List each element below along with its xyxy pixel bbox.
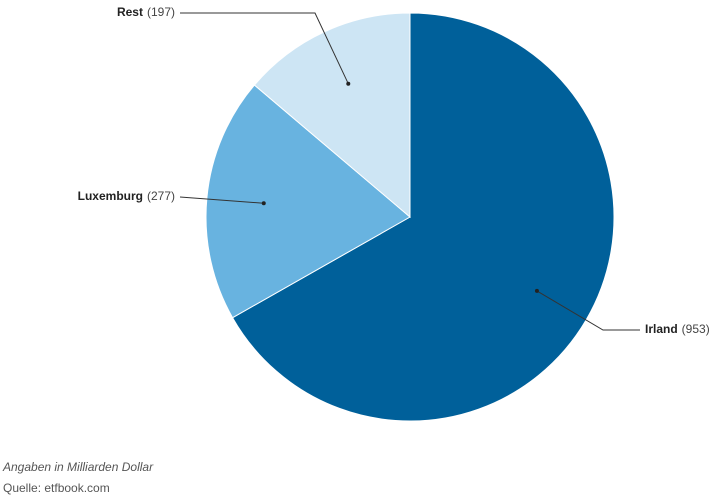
leader-line <box>180 12 349 84</box>
slice-label: Rest (197) <box>117 5 175 19</box>
source: Quelle: etfbook.com <box>3 481 110 495</box>
slice-name: Rest <box>117 5 143 19</box>
leader-dot <box>534 288 539 293</box>
slice-label: Luxemburg (277) <box>78 189 175 203</box>
slice-name: Irland <box>645 322 678 336</box>
leader-line <box>536 290 640 331</box>
slice-value: (277) <box>147 189 175 203</box>
slice-value: (197) <box>147 5 175 19</box>
slice-value: (953) <box>682 322 710 336</box>
leader-dot <box>346 81 351 86</box>
pie-slice <box>205 84 411 319</box>
slice-label: Irland (953) <box>645 322 710 336</box>
leader-line <box>179 196 264 204</box>
slice-name: Luxemburg <box>78 189 143 203</box>
note: Angaben in Milliarden Dollar <box>2 460 154 474</box>
leader-dot <box>261 201 266 206</box>
